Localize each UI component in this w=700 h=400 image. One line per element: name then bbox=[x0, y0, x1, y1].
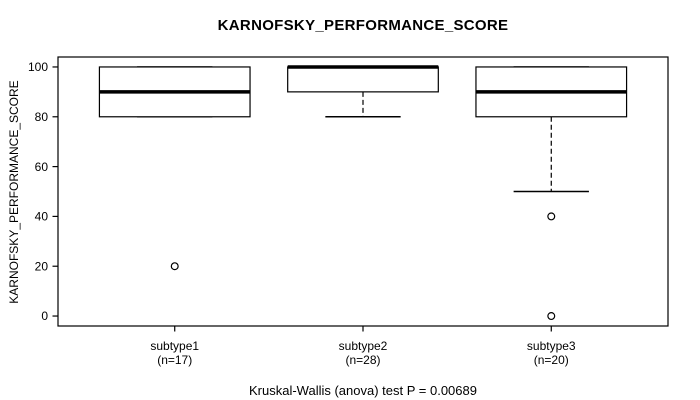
outlier-point bbox=[547, 312, 556, 321]
outlier-point bbox=[170, 262, 179, 271]
y-tick-label: 80 bbox=[35, 110, 49, 124]
x-tick-sublabel: (n=28) bbox=[345, 353, 380, 367]
y-tick-label: 20 bbox=[35, 259, 49, 273]
box-iqr-subtype2 bbox=[287, 66, 439, 93]
outlier-point bbox=[547, 212, 556, 221]
x-tick-sublabel: (n=20) bbox=[534, 353, 569, 367]
x-tick-label: subtype2 bbox=[339, 339, 388, 353]
y-tick-label: 60 bbox=[35, 160, 49, 174]
chart-title: KARNOFSKY_PERFORMANCE_SCORE bbox=[217, 17, 509, 34]
x-tick-label: subtype1 bbox=[150, 339, 199, 353]
y-tick-label: 40 bbox=[35, 210, 49, 224]
stat-test-caption: Kruskal-Wallis (anova) test P = 0.00689 bbox=[249, 383, 477, 398]
y-tick-label: 100 bbox=[28, 60, 48, 74]
y-tick-label: 0 bbox=[41, 309, 48, 323]
x-tick-label: subtype3 bbox=[527, 339, 576, 353]
x-tick-sublabel: (n=17) bbox=[157, 353, 192, 367]
